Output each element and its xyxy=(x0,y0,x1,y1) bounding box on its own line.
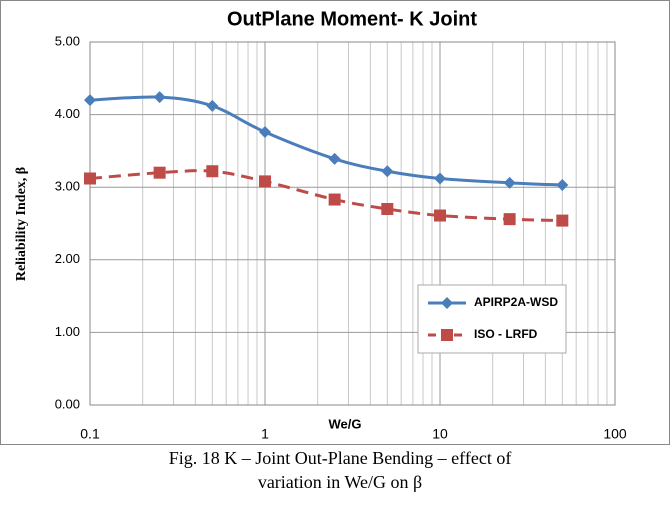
marker xyxy=(259,126,271,139)
y-axis-label: Reliability Index, β xyxy=(14,167,29,281)
y-tick-label: 3.00 xyxy=(55,179,80,194)
chart: OutPlane Moment- K Joint We/G Reliabilit… xyxy=(0,0,670,445)
marker xyxy=(84,94,96,107)
x-axis-label: We/G xyxy=(329,416,362,431)
marker xyxy=(206,99,219,112)
chart-title: OutPlane Moment- K Joint xyxy=(227,8,477,30)
marker xyxy=(434,172,446,185)
marker xyxy=(556,179,569,192)
legend-label: ISO - LRFD xyxy=(474,327,538,341)
chart-frame xyxy=(0,0,670,445)
caption: Fig. 18 K – Joint Out-Plane Bending – ef… xyxy=(168,448,512,492)
y-tick-label: 2.00 xyxy=(55,251,80,266)
marker xyxy=(441,329,453,341)
marker xyxy=(259,175,271,188)
marker xyxy=(84,172,96,185)
marker xyxy=(381,165,394,178)
marker xyxy=(153,166,166,179)
legend-label: APIRP2A-WSD xyxy=(474,295,558,309)
marker xyxy=(381,202,394,215)
x-tick-label: 100 xyxy=(603,426,627,442)
y-tick-label: 4.00 xyxy=(55,106,80,121)
marker xyxy=(556,214,569,227)
x-tick-label: 0.1 xyxy=(80,426,100,442)
y-tick-label: 5.00 xyxy=(55,33,80,48)
legend-box xyxy=(417,284,567,354)
marker xyxy=(206,165,219,178)
y-tick-label: 1.00 xyxy=(55,324,80,339)
marker xyxy=(153,91,166,104)
marker xyxy=(328,193,341,206)
x-tick-label: 1 xyxy=(261,426,269,442)
marker xyxy=(503,213,516,226)
marker xyxy=(434,209,446,222)
marker xyxy=(503,176,516,189)
plot-frame xyxy=(89,41,616,406)
marker xyxy=(441,297,453,309)
marker xyxy=(328,152,341,165)
y-tick-label: 0.00 xyxy=(55,396,80,411)
x-tick-label: 10 xyxy=(432,426,448,442)
